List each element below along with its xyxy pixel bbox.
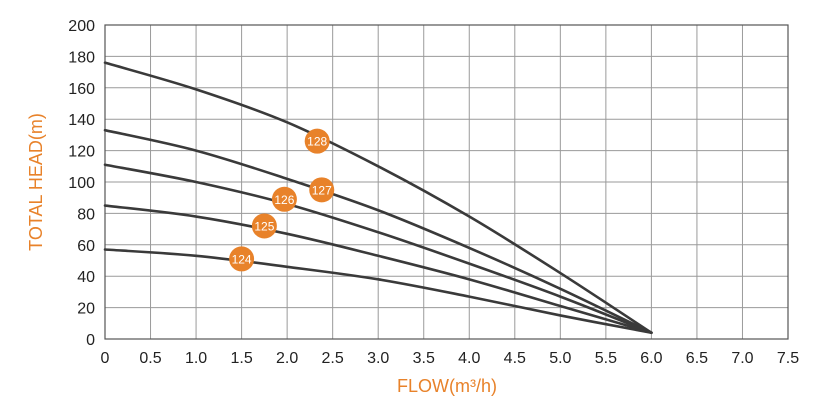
curve-label-badge-124 xyxy=(229,246,255,272)
x-tick-label: 3.0 xyxy=(367,350,389,367)
curve-label-badge-127 xyxy=(309,177,335,203)
x-tick-label: 1.5 xyxy=(230,350,252,367)
curve-label-124: 124 xyxy=(232,252,252,266)
curve-label-125: 125 xyxy=(254,219,274,233)
y-tick-label: 120 xyxy=(68,144,95,161)
x-tick-label: 5.0 xyxy=(549,350,571,367)
curve-label-badge-125 xyxy=(251,213,277,239)
x-tick-label: 0.5 xyxy=(139,350,161,367)
x-tick-label: 7.5 xyxy=(777,350,799,367)
x-tick-label: 3.5 xyxy=(413,350,435,367)
curve-126 xyxy=(103,163,653,335)
y-tick-label: 140 xyxy=(68,112,95,129)
x-tick-label: 4.0 xyxy=(458,350,480,367)
y-axis-title: TOTAL HEAD(m) xyxy=(26,113,46,251)
plot-frame xyxy=(104,24,789,340)
y-tick-label: 60 xyxy=(77,238,95,255)
curve-label-128: 128 xyxy=(307,135,327,149)
x-tick-label: 6.0 xyxy=(640,350,662,367)
curve-127 xyxy=(103,128,653,335)
y-tick-label: 160 xyxy=(68,81,95,98)
x-tick-label: 2.0 xyxy=(276,350,298,367)
y-tick-label: 0 xyxy=(86,332,95,349)
x-tick-label: 1.0 xyxy=(185,350,207,367)
x-axis-title: FLOW(m³/h) xyxy=(397,376,497,396)
curve-label-badge-126 xyxy=(271,186,297,212)
curve-label-badge-128 xyxy=(304,128,330,154)
curves xyxy=(103,61,653,335)
curve-label-126: 126 xyxy=(274,193,294,207)
curve-128 xyxy=(103,61,653,335)
y-tick-label: 80 xyxy=(77,206,95,223)
curve-125 xyxy=(103,204,653,335)
x-tick-label: 0 xyxy=(101,350,110,367)
y-tick-label: 20 xyxy=(77,301,95,318)
y-axis-ticks: 0 20 40 60 80 100 120 140 160 180 200 xyxy=(68,18,95,349)
y-tick-label: 100 xyxy=(68,175,95,192)
x-tick-label: 4.5 xyxy=(504,350,526,367)
grid xyxy=(104,24,789,340)
x-tick-label: 2.5 xyxy=(322,350,344,367)
x-tick-label: 6.5 xyxy=(686,350,708,367)
y-tick-label: 40 xyxy=(77,269,95,286)
y-tick-label: 200 xyxy=(68,18,95,35)
y-tick-label: 180 xyxy=(68,49,95,66)
x-tick-label: 5.5 xyxy=(595,350,617,367)
curve-label-127: 127 xyxy=(312,183,332,197)
x-tick-label: 7.0 xyxy=(731,350,753,367)
x-axis-ticks: 0 0.5 1.0 1.5 2.0 2.5 3.0 3.5 4.0 4.5 5.0 5.5 6.0 6.5… xyxy=(101,350,800,367)
curve-124 xyxy=(103,248,653,335)
